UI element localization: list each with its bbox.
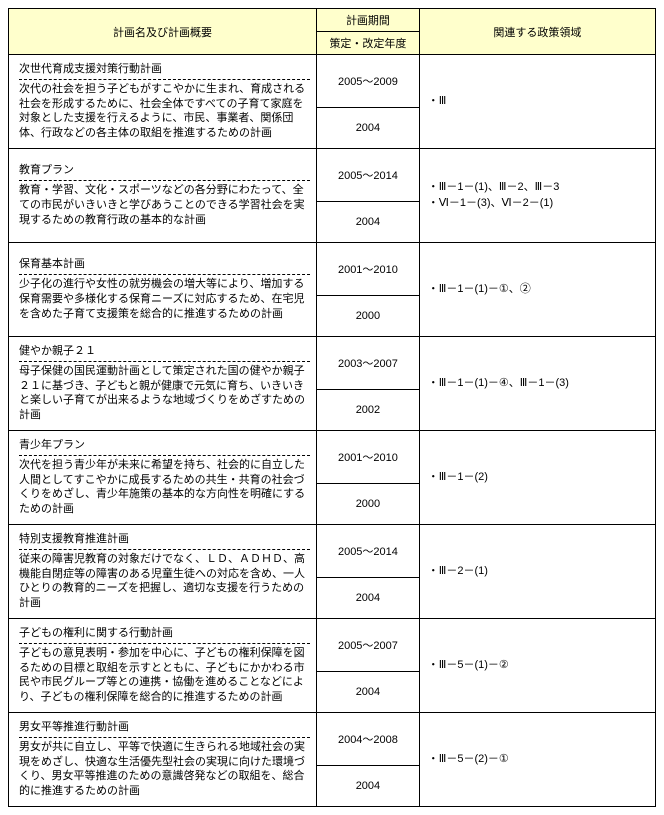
policy-cell: ・Ⅲ－1－(1)、Ⅲ－2、Ⅲ－3・Ⅵ－1－(3)、Ⅵ－2－(1) — [419, 149, 655, 243]
plan-desc: 従来の障害児教育の対象だけでなく、ＬＤ、ＡＤＨＤ、高機能自閉症等の障害のある児童… — [19, 552, 310, 611]
revised-cell: 2004 — [317, 108, 420, 149]
plan-desc: 母子保健の国民運動計画として策定された国の健やか親子２１に基づき、子どもと親が健… — [19, 364, 310, 423]
plan-cell: 青少年プラン次代を担う青少年が未来に希望を持ち、社会的に自立した人間としてすこや… — [9, 431, 317, 525]
policy-cell: ・Ⅲ－5－(1)－② — [419, 619, 655, 713]
plan-title: 次世代育成支援対策行動計画 — [19, 62, 310, 80]
plan-title: 保育基本計画 — [19, 257, 310, 275]
revised-cell: 2002 — [317, 390, 420, 431]
plans-table: 計画名及び計画概要 計画期間 関連する政策領域 策定・改定年度 次世代育成支援対… — [8, 8, 656, 807]
period-cell: 2005～2009 — [317, 55, 420, 108]
header-period-sub: 策定・改定年度 — [317, 32, 420, 55]
plan-title: 青少年プラン — [19, 438, 310, 456]
period-cell: 2005～2014 — [317, 149, 420, 202]
plan-title: 特別支援教育推進計画 — [19, 532, 310, 550]
policy-cell: ・Ⅲ — [419, 55, 655, 149]
plan-desc: 次代を担う青少年が未来に希望を持ち、社会的に自立した人間としてすこやかに成長する… — [19, 458, 310, 517]
plan-cell: 次世代育成支援対策行動計画次代の社会を担う子どもがすこやかに生まれ、育成される社… — [9, 55, 317, 149]
period-cell: 2005～2007 — [317, 619, 420, 672]
revised-cell: 2000 — [317, 296, 420, 337]
plan-cell: 子どもの権利に関する行動計画子どもの意見表明・参加を中心に、子どもの権利保障を図… — [9, 619, 317, 713]
revised-cell: 2004 — [317, 202, 420, 243]
plan-title: 健やか親子２１ — [19, 344, 310, 362]
revised-cell: 2004 — [317, 578, 420, 619]
revised-cell: 2004 — [317, 766, 420, 807]
plan-desc: 子どもの意見表明・参加を中心に、子どもの権利保障を図るための目標と取組を示すとと… — [19, 646, 310, 705]
plan-desc: 少子化の進行や女性の就労機会の増大等により、増加する保育需要や多様化する保育ニー… — [19, 277, 310, 322]
revised-cell: 2000 — [317, 484, 420, 525]
policy-cell: ・Ⅲ－1－(2) — [419, 431, 655, 525]
plan-cell: 男女平等推進行動計画男女が共に自立し、平等で快適に生きられる地域社会の実現をめざ… — [9, 713, 317, 807]
policy-cell: ・Ⅲ－1－(1)－④、Ⅲ－1－(3) — [419, 337, 655, 431]
plan-title: 教育プラン — [19, 163, 310, 181]
header-plan: 計画名及び計画概要 — [9, 9, 317, 55]
period-cell: 2003～2007 — [317, 337, 420, 390]
plan-desc: 次代の社会を担う子どもがすこやかに生まれ、育成される社会を形成するために、社会全… — [19, 82, 310, 141]
period-cell: 2004～2008 — [317, 713, 420, 766]
plan-title: 男女平等推進行動計画 — [19, 720, 310, 738]
period-cell: 2005～2014 — [317, 525, 420, 578]
plan-desc: 教育・学習、文化・スポーツなどの各分野にわたって、全ての市民がいきいきと学びあう… — [19, 183, 310, 228]
policy-cell: ・Ⅲ－5－(2)－① — [419, 713, 655, 807]
revised-cell: 2004 — [317, 672, 420, 713]
policy-cell: ・Ⅲ－1－(1)－①、② — [419, 243, 655, 337]
plan-cell: 保育基本計画少子化の進行や女性の就労機会の増大等により、増加する保育需要や多様化… — [9, 243, 317, 337]
plan-cell: 健やか親子２１ 母子保健の国民運動計画として策定された国の健やか親子２１に基づき、… — [9, 337, 317, 431]
period-cell: 2001～2010 — [317, 243, 420, 296]
period-cell: 2001～2010 — [317, 431, 420, 484]
plan-cell: 教育プラン教育・学習、文化・スポーツなどの各分野にわたって、全ての市民がいきいき… — [9, 149, 317, 243]
header-policy: 関連する政策領域 — [419, 9, 655, 55]
plan-cell: 特別支援教育推進計画従来の障害児教育の対象だけでなく、ＬＤ、ＡＤＨＤ、高機能自閉… — [9, 525, 317, 619]
plan-desc: 男女が共に自立し、平等で快適に生きられる地域社会の実現をめざし、快適な生活優先型… — [19, 740, 310, 799]
header-period-group: 計画期間 — [317, 9, 420, 32]
plan-title: 子どもの権利に関する行動計画 — [19, 626, 310, 644]
policy-cell: ・Ⅲ－2－(1) — [419, 525, 655, 619]
